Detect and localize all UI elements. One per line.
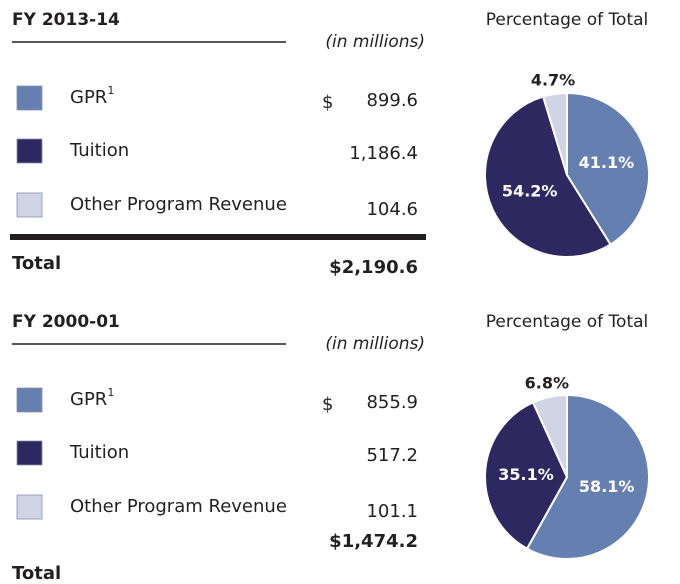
row-amount: 1,186.4 — [349, 143, 418, 164]
total-label: Total — [12, 253, 61, 274]
row-label: Other Program Revenue — [70, 496, 287, 517]
legend-swatch — [16, 85, 43, 111]
row-amount: 101.1 — [366, 501, 418, 522]
legend-swatch — [16, 387, 43, 413]
legend-swatch — [16, 138, 43, 164]
pie-slice — [541, 91, 568, 176]
row-label: Other Program Revenue — [70, 194, 287, 215]
row-amount: 104.6 — [366, 199, 418, 220]
row-label: Tuition — [69, 140, 129, 161]
chart-title: Percentage of Total — [486, 10, 649, 30]
superscript: 1 — [107, 84, 114, 97]
row-label: GPR1 — [70, 386, 114, 410]
unit-note: (in millions) — [325, 334, 425, 354]
row-label: Tuition — [69, 442, 129, 463]
slice-label: 58.1% — [579, 477, 635, 496]
legend-swatch — [16, 192, 43, 218]
row-label: GPR1 — [70, 84, 114, 108]
superscript: 1 — [107, 386, 114, 399]
currency: $ — [322, 92, 333, 113]
total-amount: $1,474.2 — [329, 531, 418, 552]
row-amount: 855.9 — [366, 392, 418, 413]
section-title: FY 2000-01 — [12, 312, 120, 332]
total-bar — [10, 234, 426, 240]
total-amount: $2,190.6 — [329, 257, 418, 278]
row-amount: 899.6 — [366, 90, 418, 111]
section-title: FY 2013-14 — [12, 10, 120, 30]
slice-label: 4.7% — [531, 71, 575, 90]
legend-swatch — [16, 440, 43, 466]
slice-label: 35.1% — [498, 465, 554, 484]
unit-note: (in millions) — [325, 32, 425, 52]
pie-slice — [531, 393, 568, 478]
slice-label: 54.2% — [502, 181, 558, 200]
row-amount: 517.2 — [366, 445, 418, 466]
pie-slice — [484, 95, 612, 258]
slice-label: 41.1% — [579, 153, 635, 172]
total-label: Total — [12, 563, 61, 584]
legend-swatch — [16, 494, 43, 520]
pie-slice — [525, 393, 650, 560]
pie-slice — [484, 401, 569, 550]
currency: $ — [322, 394, 333, 415]
slice-label: 6.8% — [525, 374, 569, 393]
chart-title: Percentage of Total — [486, 312, 649, 332]
